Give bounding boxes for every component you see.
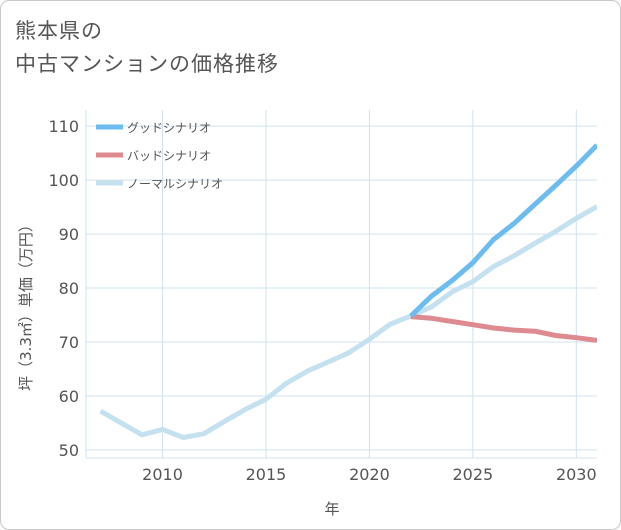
legend-label: グッドシナリオ [127, 121, 211, 135]
y-axis-title: 坪（3.3㎡）単価（万円） [17, 217, 35, 391]
chart-title: 熊本県の 中古マンションの価格推移 [15, 15, 279, 81]
legend-label: バッドシナリオ [127, 149, 211, 163]
y-tick-label: 110 [48, 117, 79, 136]
y-tick-label: 90 [59, 225, 79, 244]
x-tick-labels: 2010 2015 2020 2025 2030 [142, 465, 596, 484]
axes [85, 110, 597, 459]
y-tick-label: 50 [59, 441, 79, 460]
x-tick-label: 2020 [349, 465, 390, 484]
grid [86, 110, 597, 458]
y-tick-labels: 50 60 70 80 90 100 110 [48, 117, 79, 460]
y-tick-label: 70 [59, 333, 79, 352]
chart-title-line-1: 熊本県の [15, 19, 103, 43]
y-tick-label: 100 [48, 171, 79, 190]
x-axis-title: 年 [324, 500, 339, 518]
series-lines [99, 143, 597, 440]
series-line-normal [99, 204, 597, 440]
y-tick-label: 60 [59, 387, 79, 406]
series-line-good [409, 143, 597, 318]
chart-title-line-2: 中古マンションの価格推移 [15, 52, 279, 76]
x-tick-label: 2010 [142, 465, 183, 484]
y-tick-label: 80 [59, 279, 79, 298]
x-tick-label: 2015 [246, 465, 287, 484]
x-tick-label: 2030 [556, 465, 597, 484]
legend-label: ノーマルシナリオ [127, 177, 223, 191]
x-tick-label: 2025 [453, 465, 494, 484]
series-line-bad [410, 314, 597, 343]
